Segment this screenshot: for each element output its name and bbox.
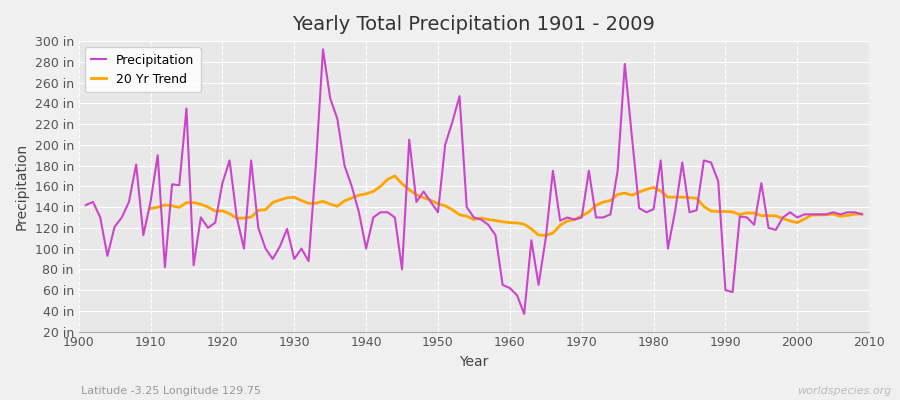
Line: 20 Yr Trend: 20 Yr Trend [150, 176, 862, 236]
Legend: Precipitation, 20 Yr Trend: Precipitation, 20 Yr Trend [85, 47, 201, 92]
Precipitation [318, 47, 328, 52]
Y-axis label: Precipitation: Precipitation [15, 143, 29, 230]
Precipitation [511, 293, 522, 298]
Line: Precipitation: Precipitation [86, 50, 862, 314]
20 Yr Trend [145, 206, 156, 211]
20 Yr Trend [814, 212, 824, 217]
Precipitation [346, 184, 357, 189]
20 Yr Trend [390, 174, 400, 178]
Precipitation [80, 203, 91, 208]
20 Yr Trend [282, 196, 292, 200]
20 Yr Trend [835, 214, 846, 219]
Text: worldspecies.org: worldspecies.org [796, 386, 891, 396]
Text: Latitude -3.25 Longitude 129.75: Latitude -3.25 Longitude 129.75 [81, 386, 261, 396]
Precipitation [518, 312, 529, 316]
X-axis label: Year: Year [459, 355, 489, 369]
Precipitation [138, 233, 148, 238]
Precipitation [296, 246, 307, 251]
20 Yr Trend [540, 233, 551, 238]
20 Yr Trend [583, 210, 594, 214]
20 Yr Trend [857, 212, 868, 216]
Precipitation [504, 286, 515, 290]
Title: Yearly Total Precipitation 1901 - 2009: Yearly Total Precipitation 1901 - 2009 [292, 15, 655, 34]
20 Yr Trend [518, 222, 529, 227]
20 Yr Trend [310, 201, 321, 206]
Precipitation [857, 212, 868, 217]
Precipitation [605, 212, 616, 217]
